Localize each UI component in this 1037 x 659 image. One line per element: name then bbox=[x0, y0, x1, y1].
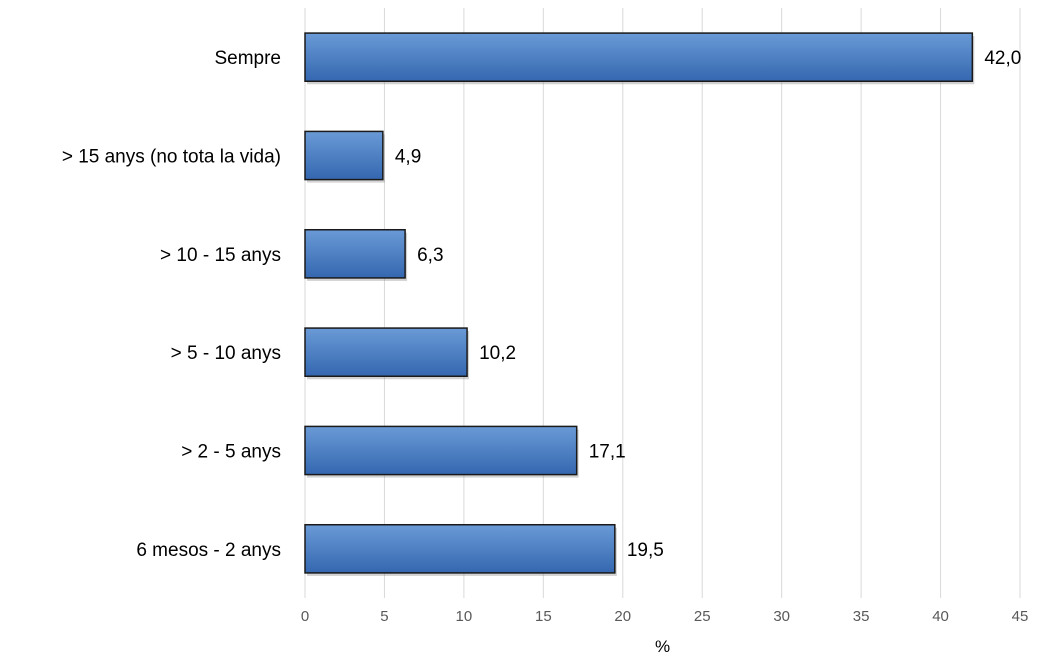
value-label: 10,2 bbox=[479, 343, 516, 364]
value-labels: 42,0 4,9 6,3 10,2 17,1 19,5 bbox=[395, 48, 1021, 561]
value-label: 6,3 bbox=[417, 245, 443, 266]
x-tick-label: 30 bbox=[773, 608, 790, 625]
bar bbox=[304, 32, 974, 83]
x-tick-label: 35 bbox=[853, 608, 870, 625]
value-label: 4,9 bbox=[395, 147, 421, 168]
gridlines bbox=[304, 8, 1021, 598]
x-tick-label: 40 bbox=[932, 608, 949, 625]
category-label: > 10 - 15 anys bbox=[160, 245, 281, 266]
x-axis-title: % bbox=[655, 637, 670, 656]
category-label: > 15 anys (no tota la vida) bbox=[62, 147, 281, 168]
bar bbox=[304, 425, 578, 476]
x-tick-label: 10 bbox=[456, 608, 473, 625]
category-label: 6 mesos - 2 anys bbox=[136, 540, 281, 561]
category-label: > 2 - 5 anys bbox=[181, 442, 281, 463]
value-label: 19,5 bbox=[627, 540, 664, 561]
value-label: 42,0 bbox=[984, 48, 1021, 69]
bar bbox=[304, 327, 468, 378]
value-label: 17,1 bbox=[589, 442, 626, 463]
category-label: > 5 - 10 anys bbox=[171, 343, 281, 364]
x-tick-label: 0 bbox=[301, 608, 309, 625]
bar bbox=[304, 130, 384, 181]
category-label: Sempre bbox=[214, 48, 281, 69]
bar bbox=[304, 228, 406, 279]
x-tick-label: 5 bbox=[380, 608, 388, 625]
bars bbox=[304, 32, 975, 576]
x-tick-labels: 0 5 10 15 20 25 30 35 40 45 bbox=[301, 608, 1029, 625]
x-tick-label: 45 bbox=[1012, 608, 1029, 625]
x-tick-label: 15 bbox=[535, 608, 552, 625]
bar bbox=[304, 523, 616, 574]
x-tick-label: 20 bbox=[614, 608, 631, 625]
x-tick-label: 25 bbox=[694, 608, 711, 625]
category-labels: Sempre > 15 anys (no tota la vida) > 10 - … bbox=[62, 48, 281, 561]
